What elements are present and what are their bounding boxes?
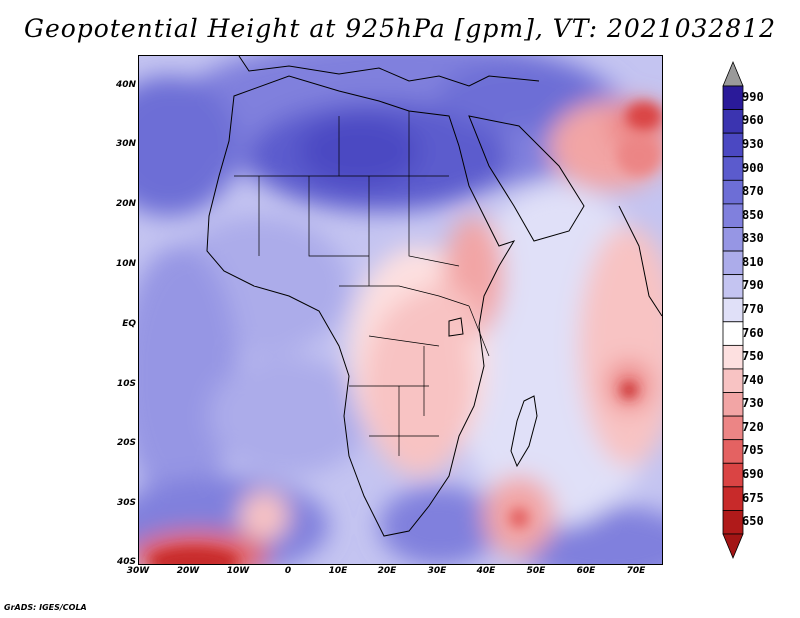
colorbar-level-label: 830 [742, 231, 764, 246]
colorbar-swatch [722, 392, 744, 417]
colorbar-level-label: 790 [742, 278, 764, 293]
colorbar-level-label: 675 [742, 490, 764, 505]
colorbar-level-label: 705 [742, 443, 764, 458]
colorbar-swatch [722, 179, 744, 205]
colorbar-level-label: 730 [742, 396, 764, 411]
colorbar-swatch [722, 132, 744, 158]
colorbar-level-label: 850 [742, 207, 764, 222]
india-coastline [618, 205, 662, 317]
lat-label: 30S [116, 498, 136, 508]
colorbar-swatch [722, 109, 744, 134]
colorbar-swatch [722, 227, 744, 252]
colorbar-swatch [722, 439, 744, 464]
madagascar-coastline [510, 395, 538, 468]
colorbar-over-triangle [722, 60, 744, 87]
colorbar-swatch [722, 486, 744, 511]
colorbar [722, 60, 744, 560]
lat-label: 40S [116, 557, 136, 567]
colorbar-level-label: 930 [742, 136, 764, 151]
colorbar-level-label: 740 [742, 372, 764, 387]
colorbar-level-label: 870 [742, 184, 764, 199]
map-panel [138, 55, 663, 565]
lat-label: 20S [116, 438, 136, 448]
colorbar-swatch [722, 85, 744, 110]
colorbar-level-label: 770 [742, 302, 764, 316]
lon-label: 0 [284, 566, 292, 576]
lon-label: 50E [526, 566, 546, 576]
lat-label: 40N [115, 80, 136, 90]
lon-label: 60E [576, 566, 596, 576]
colorbar-swatch [722, 415, 744, 441]
lat-label: EQ [122, 319, 136, 329]
height-field-cores [149, 102, 662, 564]
lake-victoria [448, 317, 464, 337]
lon-label: 10E [328, 566, 348, 576]
map-title: Geopotential Height at 925hPa [gpm], VT:… [23, 14, 777, 43]
colorbar-level-label: 760 [742, 325, 764, 340]
colorbar-level-label: 990 [742, 89, 764, 104]
lon-label: 30E [427, 566, 447, 576]
lat-label: 10N [115, 259, 136, 269]
colorbar-level-label: 750 [742, 349, 764, 364]
colorbar-swatch [722, 156, 744, 181]
lat-label: 10S [116, 379, 136, 389]
colorbar-swatch [722, 274, 744, 299]
colorbar-level-label: 810 [742, 254, 764, 269]
country-borders [234, 111, 490, 456]
africa-coastline [206, 75, 516, 537]
credit-text: GrADS: IGES/COLA [4, 603, 87, 612]
colorbar-swatch [722, 510, 744, 535]
map-canvas [139, 56, 662, 564]
lat-label: 30N [115, 139, 136, 149]
colorbar-swatch [722, 297, 744, 323]
lon-label: 70E [626, 566, 646, 576]
colorbar-swatch [722, 344, 744, 370]
lon-label: 10W [226, 566, 250, 576]
europe-coastline [238, 56, 540, 87]
colorbar-swatch [722, 203, 744, 228]
colorbar-level-label: 690 [742, 467, 764, 482]
colorbar-level-label: 900 [742, 160, 764, 175]
colorbar-level-label: 720 [742, 419, 764, 434]
coastlines [206, 56, 662, 537]
lon-label: 20W [176, 566, 200, 576]
arabia-coastline [468, 115, 585, 242]
colorbar-swatch [722, 250, 744, 276]
colorbar-level-label: 960 [742, 113, 764, 128]
colorbar-level-label: 650 [742, 514, 764, 529]
lon-label: 30W [126, 566, 150, 576]
lat-label: 20N [115, 199, 136, 209]
colorbar-swatch [722, 321, 744, 346]
colorbar-swatch [722, 368, 744, 393]
colorbar-swatch [722, 462, 744, 488]
lon-label: 40E [476, 566, 496, 576]
lon-label: 20E [377, 566, 397, 576]
colorbar-under-triangle [722, 533, 744, 560]
